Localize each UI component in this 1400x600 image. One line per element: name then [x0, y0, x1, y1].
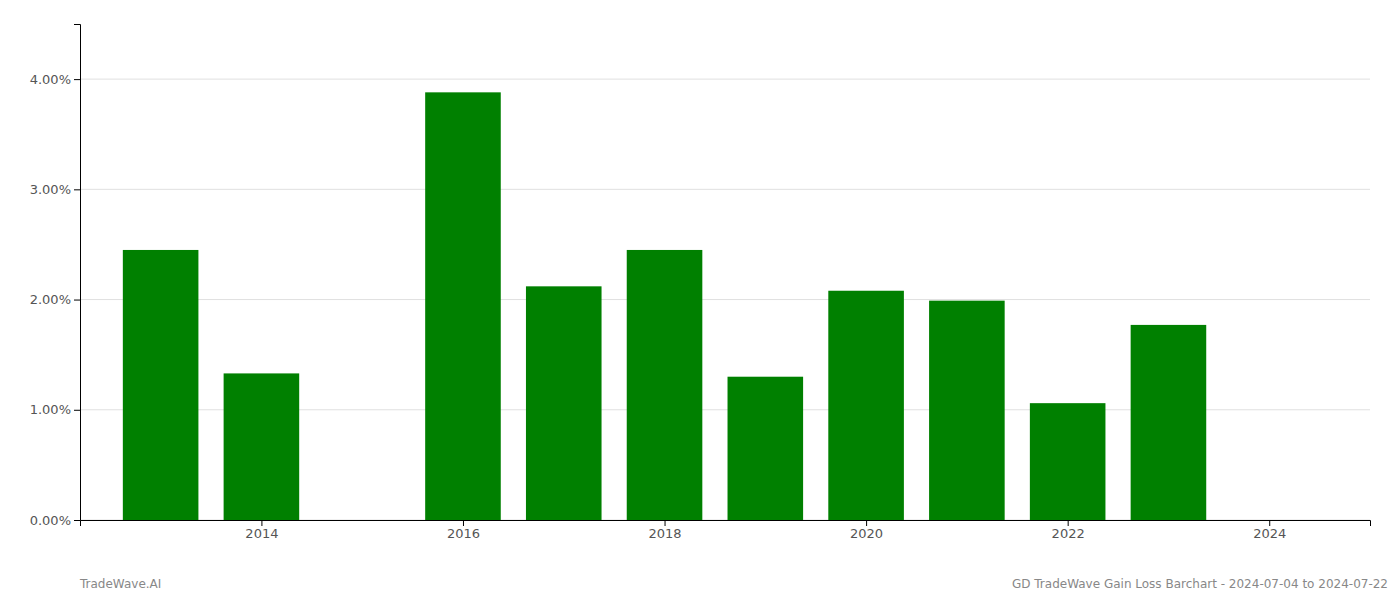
tick: 2020 — [850, 520, 883, 541]
tick-mark — [866, 520, 867, 526]
tick-mark — [74, 79, 80, 80]
tick-label: 2016 — [447, 526, 480, 541]
footer: GD TradeWave Gain Loss Barchart - 2024-0… — [1012, 577, 1388, 591]
tick: 2024 — [1253, 520, 1286, 541]
bar — [929, 301, 1005, 520]
tick: 0.00% — [30, 513, 80, 528]
tick: 3.00% — [30, 182, 80, 197]
grid-line — [80, 189, 1370, 190]
tick: 2016 — [447, 520, 480, 541]
tick-mark — [1068, 520, 1069, 526]
y-axis: 0.00% 1.00% 2.00% 3.00% 4.00% — [30, 25, 81, 528]
tick-label: 1.00% — [30, 402, 71, 417]
tick-mark — [74, 189, 80, 190]
tick: 2.00% — [30, 292, 80, 307]
tick-label: 0.00% — [30, 513, 71, 528]
tick-mark — [1269, 520, 1270, 526]
axis-line — [74, 25, 81, 521]
footer: TradeWave.AI — [79, 577, 161, 591]
tick-label: 2022 — [1052, 526, 1085, 541]
chart: 2014 2016 2018 2020 2022 2024 0.00% 1.00% 2.00% 3… — [0, 0, 1400, 600]
bar — [224, 373, 300, 520]
bar — [425, 92, 501, 520]
tick-mark — [74, 410, 80, 411]
bar — [1030, 403, 1106, 520]
tick-label: 2014 — [245, 526, 278, 541]
tick: 2022 — [1052, 520, 1085, 541]
axis-line — [81, 521, 1371, 527]
tick: 2018 — [648, 520, 681, 541]
x-axis: 2014 2016 2018 2020 2022 2024 — [81, 520, 1371, 541]
bar — [728, 377, 804, 520]
tick-label: 2.00% — [30, 292, 71, 307]
tick-mark — [261, 520, 262, 526]
tick-mark — [74, 520, 80, 521]
grid-line — [80, 79, 1370, 80]
tick-mark — [74, 300, 80, 301]
bars — [123, 92, 1206, 520]
tick: 1.00% — [30, 402, 80, 417]
tick-label: 2024 — [1253, 526, 1286, 541]
tick-label: 2018 — [648, 526, 681, 541]
tick-mark — [463, 520, 464, 526]
grid — [80, 79, 1370, 520]
bar — [627, 250, 703, 520]
tick-label: 2020 — [850, 526, 883, 541]
tick-label: 4.00% — [30, 72, 71, 87]
bar — [526, 286, 602, 520]
tick: 4.00% — [30, 72, 80, 87]
bar — [1131, 325, 1207, 520]
bar — [123, 250, 199, 520]
tick-label: 3.00% — [30, 182, 71, 197]
grid-line — [80, 299, 1370, 300]
bar — [828, 291, 904, 520]
plot: 2014 2016 2018 2020 2022 2024 0.00% 1.00% 2.00% 3… — [30, 25, 1371, 542]
tick-mark — [665, 520, 666, 526]
tick: 2014 — [245, 520, 278, 541]
